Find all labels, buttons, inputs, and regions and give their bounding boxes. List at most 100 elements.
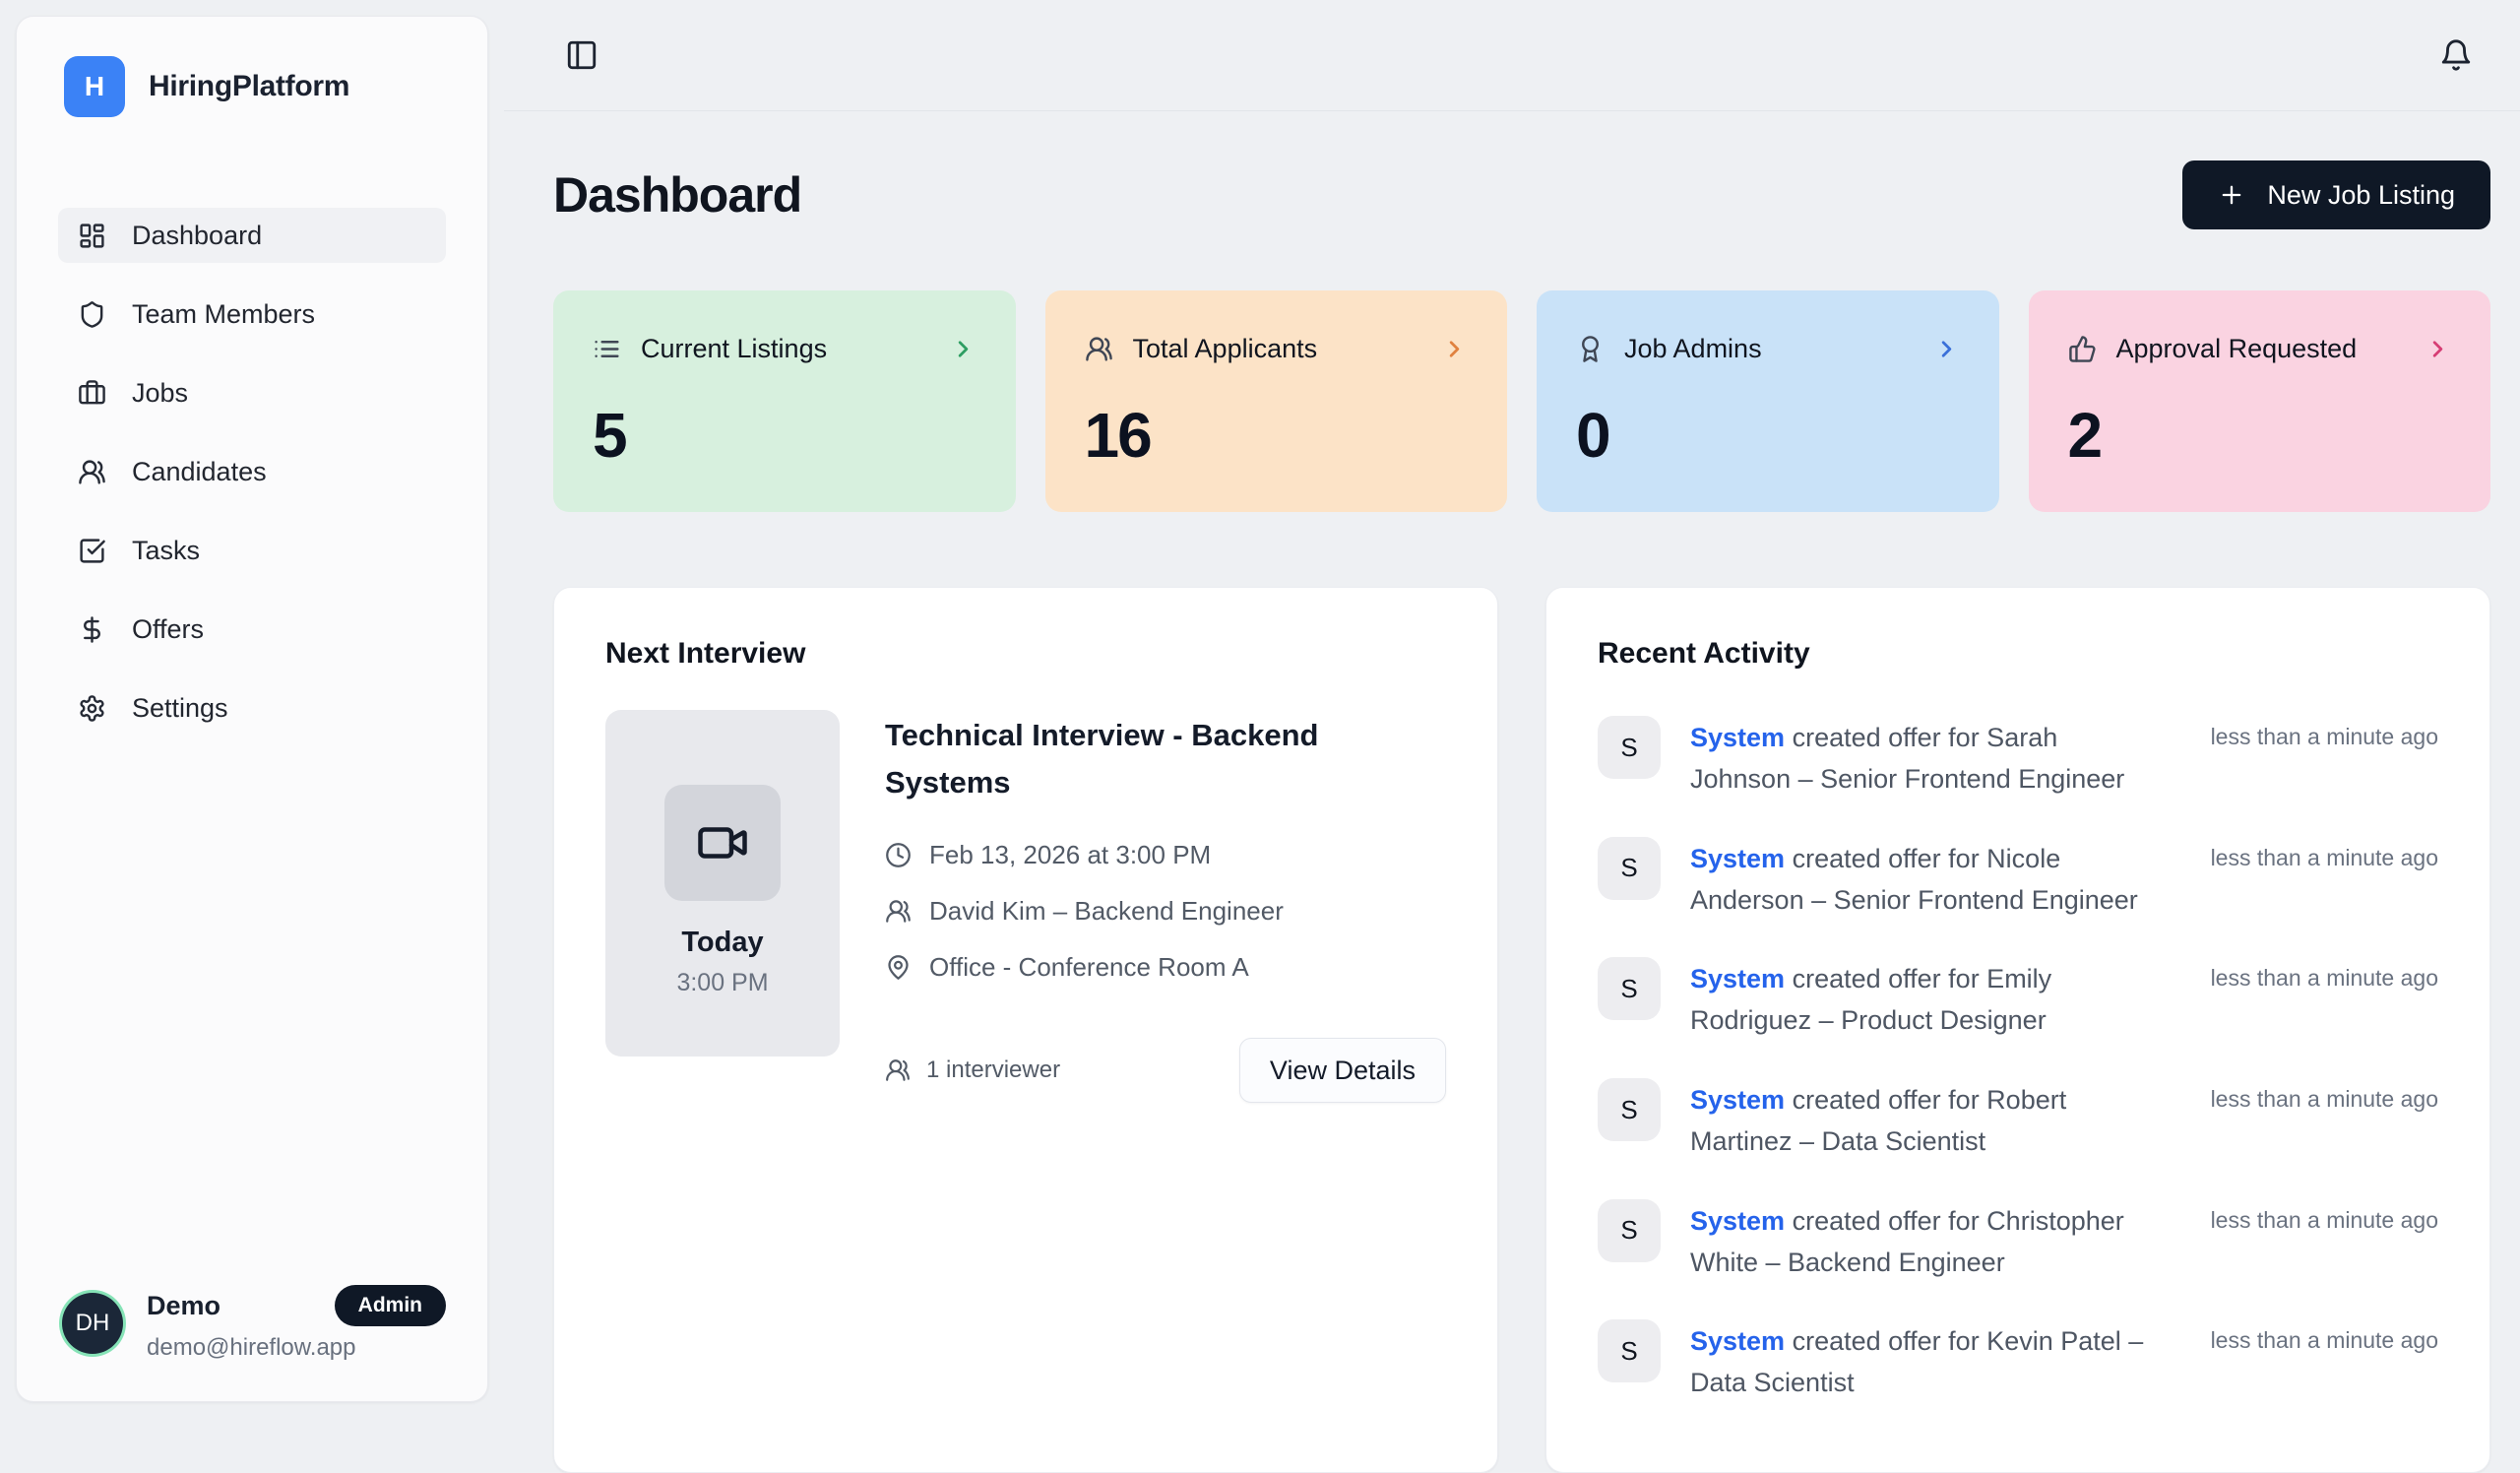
next-interview-panel: Next Interview Today 3:00 PM Technical I… (553, 587, 1498, 1473)
sidebar-nav: Dashboard Team Members Jobs Candidates T… (58, 208, 446, 736)
interview-candidate: David Kim – Backend Engineer (929, 896, 1284, 927)
recent-activity-title: Recent Activity (1598, 637, 1810, 670)
gear-icon (80, 694, 104, 722)
briefcase-icon (79, 379, 105, 404)
dollar-icon (84, 615, 100, 643)
chevron-right-icon (1441, 336, 1468, 362)
shield-icon (81, 300, 103, 328)
activity-actor-link[interactable]: System (1690, 1205, 1786, 1236)
stat-card-approval-requested[interactable]: Approval Requested 2 (2028, 290, 2490, 512)
chevron-right-icon (2425, 336, 2451, 362)
interviewer-count: 1 interviewer (885, 1057, 1060, 1084)
new-job-listing-button[interactable]: New Job Listing (2182, 160, 2490, 229)
interview-datetime-row: Feb 13, 2026 at 3:00 PM (885, 840, 1446, 870)
sidebar-item-label: Offers (132, 613, 205, 644)
sidebar-item-label: Team Members (132, 298, 316, 329)
award-icon (1582, 336, 1599, 362)
activity-list: S System created offer for Sarah Johnson… (1598, 716, 2438, 1404)
sidebar-item-team-members[interactable]: Team Members (58, 287, 446, 342)
stat-value: 2 (2067, 400, 2104, 471)
activity-avatar: S (1598, 1078, 1661, 1142)
interview-location: Office - Conference Room A (929, 952, 1249, 983)
sidebar-item-candidates[interactable]: Candidates (58, 444, 446, 499)
interview-day: Today (681, 927, 764, 958)
activity-text: System created offer for Nicole Anderson… (1690, 843, 2138, 915)
sidebar-item-dashboard[interactable]: Dashboard (58, 208, 446, 263)
app-name: HiringPlatform (149, 70, 350, 102)
activity-avatar: S (1598, 957, 1661, 1021)
activity-avatar: S (1598, 1319, 1661, 1383)
chevron-right-icon (1933, 336, 1960, 362)
activity-actor-link[interactable]: System (1690, 843, 1786, 873)
app-logo-mark: H (64, 56, 125, 117)
sidebar-item-settings[interactable]: Settings (58, 680, 446, 736)
topbar (504, 0, 2520, 111)
recent-activity-panel: Recent Activity S System created offer f… (1545, 587, 2490, 1473)
stat-value: 16 (1084, 400, 1153, 471)
interview-date-box: Today 3:00 PM (605, 710, 840, 1057)
users-icon (886, 900, 911, 923)
plus-icon (2223, 185, 2241, 205)
new-job-listing-label: New Job Listing (2267, 179, 2455, 210)
page-title: Dashboard (553, 167, 802, 223)
sidebar-item-label: Jobs (132, 377, 189, 408)
activity-item: S System created offer for Kevin Patel –… (1598, 1319, 2438, 1404)
view-details-button[interactable]: View Details (1238, 1038, 1446, 1104)
interview-time: 3:00 PM (676, 969, 769, 996)
stats-row: Current Listings 5 Total Applicants 16 (553, 290, 2490, 512)
sidebar-item-label: Candidates (132, 456, 267, 486)
activity-avatar: S (1598, 716, 1661, 779)
notifications-button[interactable] (2439, 38, 2473, 72)
interview-title: Technical Interview - Backend Systems (885, 718, 1319, 801)
activity-avatar: S (1598, 836, 1661, 900)
activity-timestamp: less than a minute ago (2210, 844, 2438, 870)
activity-timestamp: less than a minute ago (2210, 965, 2438, 992)
sidebar-item-jobs[interactable]: Jobs (58, 365, 446, 420)
activity-text: System created offer for Sarah Johnson –… (1690, 723, 2125, 794)
activity-text: System created offer for Robert Martinez… (1690, 1085, 2067, 1156)
activity-text: System created offer for Emily Rodriguez… (1690, 964, 2052, 1036)
user-profile[interactable]: DH Demo Admin demo@hireflow.app (58, 1285, 446, 1362)
user-info: Demo Admin demo@hireflow.app (147, 1285, 446, 1362)
video-camera-icon (664, 785, 781, 901)
activity-timestamp: less than a minute ago (2210, 1086, 2438, 1113)
sidebar-item-tasks[interactable]: Tasks (58, 523, 446, 578)
stat-card-job-admins[interactable]: Job Admins 0 (1537, 290, 1999, 512)
activity-timestamp: less than a minute ago (2210, 1206, 2438, 1233)
stat-card-total-applicants[interactable]: Total Applicants 16 (1044, 290, 1507, 512)
activity-actor-link[interactable]: System (1690, 723, 1786, 752)
panels-row: Next Interview Today 3:00 PM Technical I… (553, 587, 2490, 1473)
users-icon (1085, 337, 1112, 361)
stat-card-current-listings[interactable]: Current Listings 5 (553, 290, 1016, 512)
map-pin-icon (888, 955, 909, 980)
activity-timestamp: less than a minute ago (2210, 1327, 2438, 1354)
clock-icon (886, 843, 911, 867)
activity-text: System created offer for Christopher Whi… (1690, 1205, 2124, 1277)
sidebar: H HiringPlatform Dashboard Team Members … (16, 16, 488, 1402)
activity-item: S System created offer for Sarah Johnson… (1598, 716, 2438, 801)
sidebar-item-label: Dashboard (132, 220, 263, 250)
users-icon (886, 1059, 910, 1081)
list-icon (595, 341, 619, 357)
panel-left-icon (567, 40, 597, 70)
interview-candidate-row: David Kim – Backend Engineer (885, 896, 1446, 927)
sidebar-spacer (58, 736, 446, 1285)
chevron-right-icon (950, 336, 976, 362)
sidebar-item-offers[interactable]: Offers (58, 602, 446, 657)
stat-label: Approval Requested (2115, 334, 2358, 363)
avatar: DH (62, 1293, 123, 1354)
activity-actor-link[interactable]: System (1690, 964, 1786, 994)
activity-actor-link[interactable]: System (1690, 1326, 1786, 1357)
activity-text: System created offer for Kevin Patel – D… (1690, 1326, 2144, 1398)
activity-avatar: S (1598, 1198, 1661, 1262)
user-name: Demo (147, 1290, 221, 1320)
stat-label: Total Applicants (1132, 334, 1318, 363)
stat-label: Current Listings (641, 334, 828, 363)
square-check-icon (80, 538, 105, 563)
activity-item: S System created offer for Robert Martin… (1598, 1078, 2438, 1163)
activity-actor-link[interactable]: System (1690, 1085, 1786, 1116)
dashboard-icon (80, 223, 104, 248)
sidebar-toggle-button[interactable] (565, 38, 598, 72)
stat-value: 0 (1576, 400, 1611, 471)
user-email: demo@hireflow.app (147, 1334, 356, 1361)
